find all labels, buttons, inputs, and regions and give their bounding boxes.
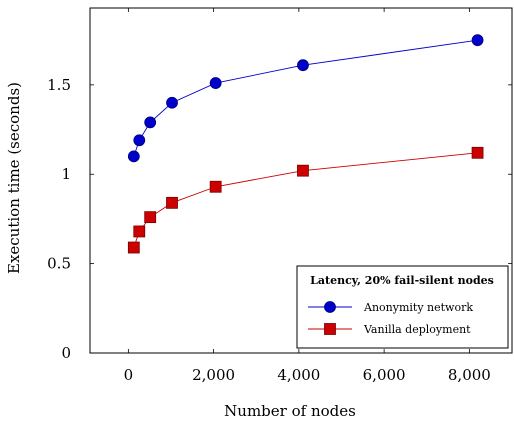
legend-label-anonymity: Anonymity network	[363, 301, 473, 314]
x-tick-label: 0	[124, 366, 134, 384]
y-tick-label: 0.5	[47, 255, 71, 273]
axis-ticks: 0 2,000 4,000 6,000 8,000 0 0.5 1 1.5	[47, 8, 512, 384]
y-tick-label: 1	[61, 165, 71, 183]
data-point	[297, 59, 309, 72]
data-point	[471, 34, 484, 47]
legend: Latency, 20% fail-silent nodes Anonymity…	[296, 265, 509, 349]
x-tick-label: 6,000	[363, 366, 406, 384]
series-0	[127, 34, 484, 163]
data-point	[127, 241, 140, 254]
data-point	[133, 134, 146, 147]
x-tick-label: 8,000	[448, 366, 491, 384]
y-tick-label: 1.5	[47, 76, 71, 94]
data-point	[209, 180, 222, 193]
y-axis-label: Execution time (seconds)	[5, 82, 23, 274]
x-axis-label: Number of nodes	[224, 402, 356, 420]
data-point	[133, 225, 146, 238]
data-point	[166, 196, 178, 209]
x-tick-label: 2,000	[192, 366, 235, 384]
legend-marker-anonymity	[324, 301, 336, 313]
y-tick-label: 0	[61, 344, 71, 362]
data-point	[166, 96, 178, 109]
series-1	[127, 146, 484, 254]
data-point	[209, 77, 222, 89]
data-point	[471, 146, 484, 159]
data-point	[144, 116, 157, 129]
legend-marker-vanilla	[324, 323, 336, 335]
data-point	[144, 211, 157, 224]
series-layer	[127, 34, 484, 254]
x-tick-label: 4,000	[277, 366, 320, 384]
legend-title: Latency, 20% fail-silent nodes	[310, 274, 494, 287]
data-point	[127, 150, 140, 163]
legend-label-vanilla: Vanilla deployment	[363, 323, 471, 336]
series-line	[133, 39, 478, 157]
data-point	[297, 164, 309, 177]
plot-area-frame	[89, 7, 513, 354]
